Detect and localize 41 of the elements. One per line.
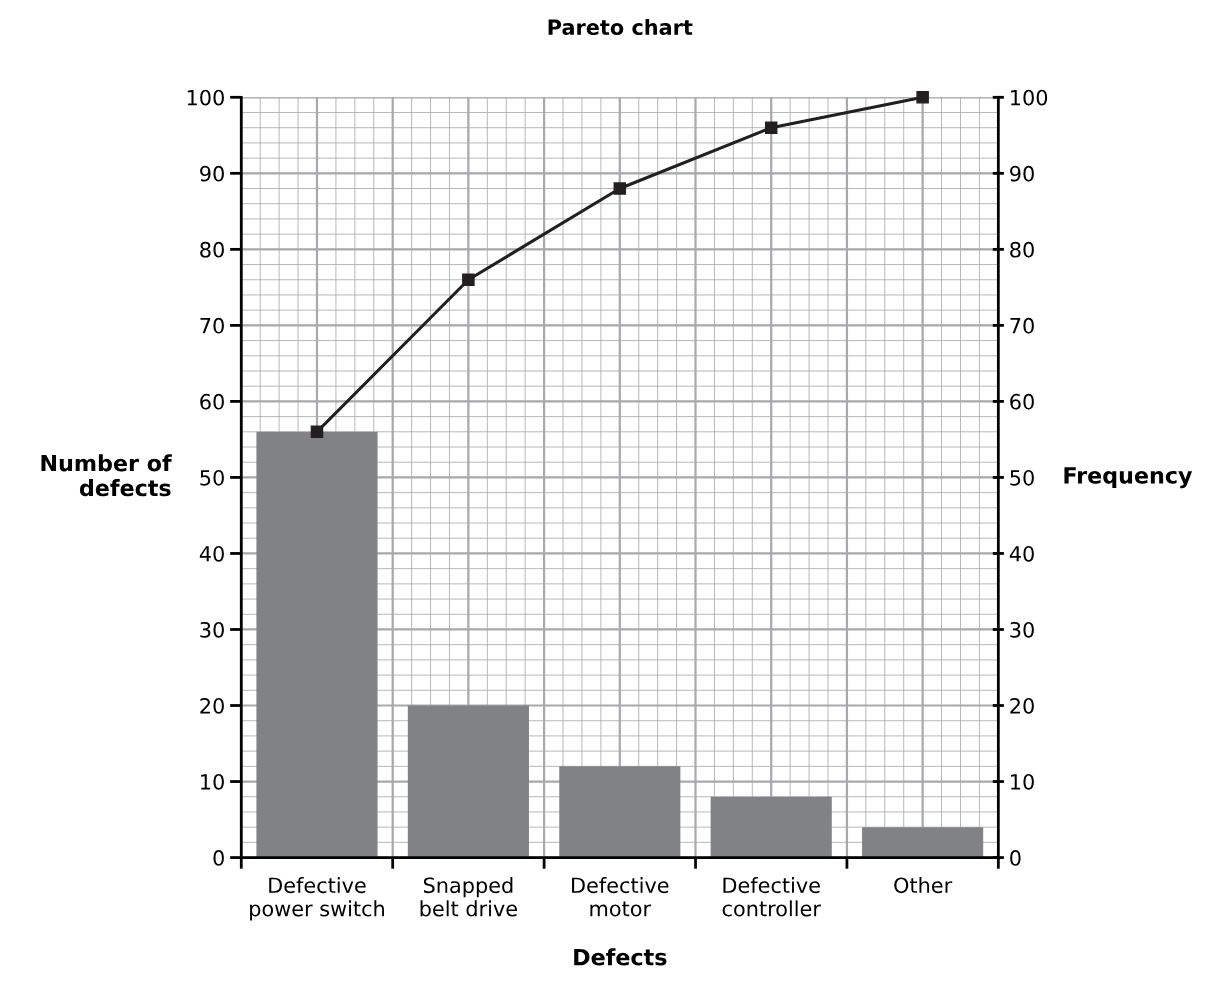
y2-tick-label: 20 [1010, 697, 1034, 714]
y-tick-label: 100 [187, 89, 224, 106]
y-tick-label: 80 [200, 241, 224, 258]
x-tick-label: Snapped belt drive [420, 877, 517, 917]
bar [559, 766, 681, 858]
y2-tick-label: 30 [1010, 621, 1034, 638]
y-tick-label: 40 [199, 545, 224, 562]
y-tick-label: 90 [200, 165, 224, 182]
y-axis-title: Number of defects [41, 454, 172, 497]
y-tick-label: 50 [200, 469, 224, 486]
point [462, 273, 475, 287]
y2-tick-label: 90 [1010, 165, 1034, 182]
y-tick-label: 20 [200, 697, 224, 714]
point [310, 425, 324, 439]
y-tick-label: 30 [200, 621, 224, 638]
point [613, 182, 627, 195]
chart-title: Pareto chart [548, 18, 693, 36]
y2-tick-label: 70 [1010, 317, 1034, 334]
x-tick-label: Defective motor [572, 877, 669, 917]
y2-tick-label: 0 [1010, 850, 1021, 866]
bar [710, 796, 832, 858]
point [764, 121, 778, 134]
x-axis-title: Defects [574, 948, 667, 966]
y-tick-label: 60 [200, 393, 224, 410]
y2-axis-title: Frequency [1064, 467, 1193, 489]
y2-tick-label: 60 [1010, 393, 1034, 410]
y-tick-label: 10 [201, 773, 224, 790]
x-tick-label: Defective power switch [250, 877, 384, 921]
y2-tick-label: 40 [1009, 545, 1034, 562]
y2-tick-label: 80 [1010, 241, 1034, 258]
x-tick-label: Other [894, 877, 953, 894]
y-tick-label: 0 [213, 850, 224, 866]
y2-tick-label: 50 [1010, 469, 1034, 486]
y2-tick-label: 100 [1011, 89, 1048, 106]
bar [407, 705, 529, 858]
y-tick-label: 70 [200, 317, 224, 334]
x-tick-label: Defective controller [722, 877, 821, 917]
point [916, 91, 929, 104]
bar [256, 431, 378, 858]
y2-tick-label: 10 [1011, 773, 1034, 790]
bar [862, 827, 984, 858]
